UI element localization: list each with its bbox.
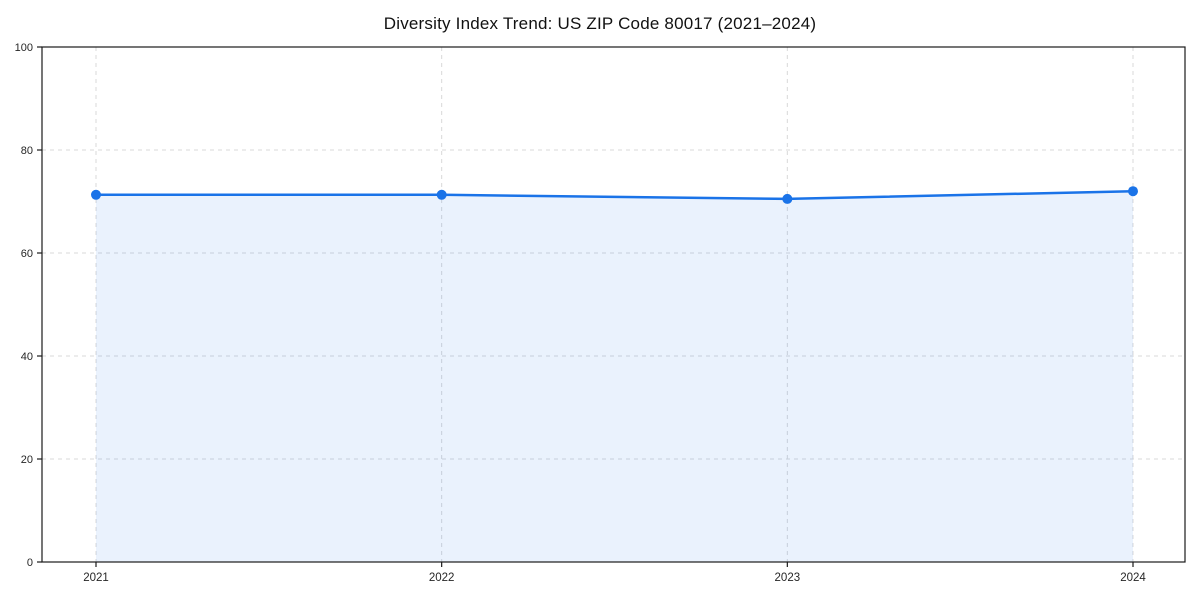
data-point[interactable] (782, 193, 793, 204)
y-tick-label: 0 (27, 557, 33, 569)
data-point[interactable] (436, 189, 447, 200)
y-tick-label: 60 (21, 248, 33, 260)
y-tick-label: 20 (21, 454, 33, 466)
data-point[interactable] (1128, 186, 1138, 197)
x-tick-label: 2023 (775, 572, 801, 584)
x-tick-label: 2021 (83, 572, 109, 584)
x-tick-label: 2024 (1120, 572, 1146, 584)
data-point[interactable] (91, 189, 101, 200)
y-tick-label: 80 (21, 145, 33, 157)
y-tick-label: 100 (15, 42, 33, 54)
trend-line (94, 189, 1135, 201)
area-fill (96, 191, 1133, 562)
plot-border (41, 46, 1186, 563)
x-tick-label: 2022 (429, 572, 455, 584)
y-tick-label: 40 (21, 351, 33, 363)
chart-title: Diversity Index Trend: US ZIP Code 80017… (383, 14, 817, 33)
